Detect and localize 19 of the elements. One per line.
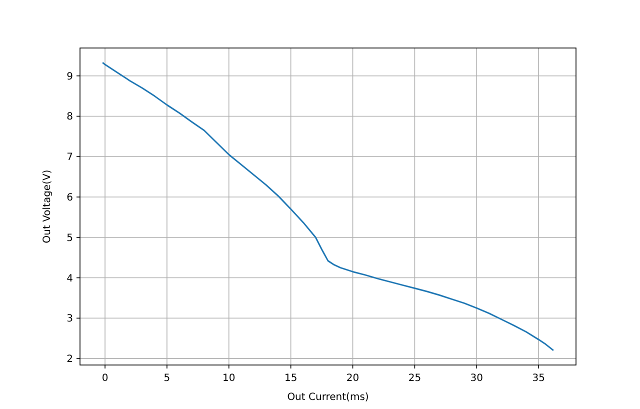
x-axis-title: Out Current(ms)	[287, 392, 369, 403]
y-tick-label: 7	[66, 152, 73, 164]
x-tick-label: 25	[408, 373, 422, 384]
line-series	[102, 62, 554, 352]
x-tick-label: 20	[346, 373, 360, 384]
y-tick-label: 8	[66, 112, 73, 123]
y-axis-title: Out Voltage(V)	[42, 170, 53, 244]
x-tick-label: 0	[102, 373, 108, 384]
x-tick-label: 10	[222, 373, 236, 384]
y-tick-label: 6	[66, 192, 73, 204]
y-tick-label: 4	[66, 273, 73, 284]
y-tick-label: 9	[66, 71, 73, 82]
x-tick-label: 15	[284, 373, 298, 384]
y-tick-label: 3	[66, 314, 73, 325]
x-tick-label: 5	[164, 373, 170, 384]
y-tick-label: 2	[66, 354, 73, 366]
y-tick-label: 5	[66, 232, 73, 244]
x-tick-label: 30	[470, 373, 484, 384]
x-tick-label: 35	[532, 373, 545, 384]
